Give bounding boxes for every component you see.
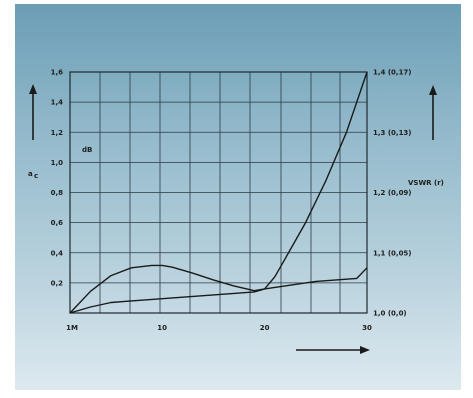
left-axis-label: a <box>28 170 33 178</box>
left-axis-tick-label: 1,6 <box>51 69 64 77</box>
right-axis-arrow-head <box>429 85 437 95</box>
right-axis-tick-label: 1,3 (0,13) <box>373 129 412 137</box>
left-axis-tick-label: 0,4 <box>51 249 64 257</box>
left-axis-tick-label: 0,2 <box>51 279 64 287</box>
chart-panel <box>15 4 461 390</box>
x-axis-tick-label: 10 <box>157 324 167 332</box>
left-axis-tick-label: 1,0 <box>51 159 64 167</box>
right-axis-tick-label: 1,1 (0,05) <box>373 249 412 257</box>
x-axis-arrow-head <box>360 346 370 354</box>
left-axis-arrow-head <box>29 84 37 94</box>
x-axis-tick-label: 20 <box>260 324 270 332</box>
left-axis-tick-label: 0,8 <box>51 189 64 197</box>
left-axis-tick-label: 1,4 <box>51 99 64 107</box>
right-axis-tick-label: 1,0 (0,0) <box>373 310 407 318</box>
left-axis-unit: dB <box>82 146 92 154</box>
left-axis-label-subscript: c <box>34 172 38 180</box>
right-axis-tick-label: 1,4 (0,17) <box>373 69 412 77</box>
right-axis-tick-label: 1,2 (0,09) <box>373 189 412 197</box>
plot-border <box>69 71 368 314</box>
series-line-2 <box>69 71 368 314</box>
left-axis-tick-label: 1,2 <box>51 129 64 137</box>
x-axis-tick-label: 1M <box>66 324 78 332</box>
left-axis-tick-label: 0,6 <box>51 219 64 227</box>
x-axis-tick-label: 30 <box>362 324 372 332</box>
series-line-1 <box>69 267 368 314</box>
right-axis-label: VSWR (r) <box>408 179 444 187</box>
